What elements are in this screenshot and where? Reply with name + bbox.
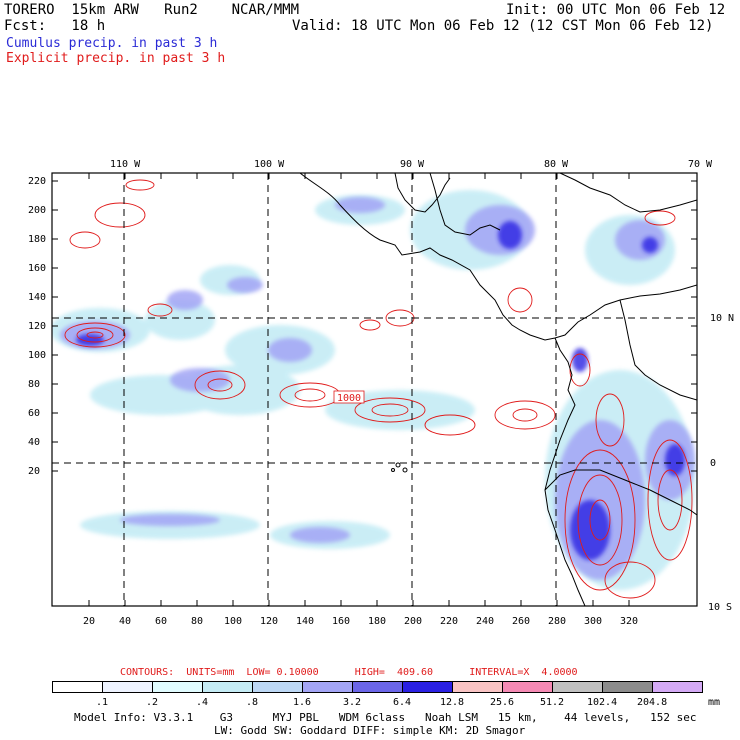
- colorbar-value: 12.8: [440, 697, 465, 708]
- lon-label-70w: 70 W: [688, 159, 713, 170]
- lon-label-90w: 90 W: [400, 159, 425, 170]
- forecast-hour: Fcst: 18 h: [4, 18, 106, 34]
- lat-label-0: 0: [710, 458, 717, 469]
- colorbar-swatch: [352, 681, 403, 693]
- x-tick-label: 240: [476, 616, 495, 627]
- x-tick-label: 220: [440, 616, 459, 627]
- colorbar-units: mm: [708, 697, 721, 708]
- x-tick-label: 300: [584, 616, 603, 627]
- x-tick-label: 200: [404, 616, 423, 627]
- colorbar-swatch: [252, 681, 303, 693]
- y-tick-label: 220: [28, 176, 47, 187]
- x-tick-label: 100: [224, 616, 243, 627]
- colorbar-value: 204.8: [637, 697, 668, 708]
- colorbar-swatch: [52, 681, 103, 693]
- x-tick-label: 320: [620, 616, 639, 627]
- colorbar-swatch: [202, 681, 253, 693]
- init-time: Init: 00 UTC Mon 06 Feb 12: [506, 2, 726, 18]
- y-tick-label: 200: [28, 205, 47, 216]
- explicit-legend-line: Explicit precip. in past 3 h: [6, 51, 226, 66]
- y-tick-label: 140: [28, 292, 47, 303]
- colorbar-swatch: [102, 681, 153, 693]
- colorbar-swatch: [552, 681, 603, 693]
- valid-time: Valid: 18 UTC Mon 06 Feb 12 (12 CST Mon …: [292, 18, 714, 34]
- x-tick-label: 260: [512, 616, 531, 627]
- colorbar-value: 6.4: [393, 697, 412, 708]
- y-tick-label: 160: [28, 263, 47, 274]
- lon-label-110w: 110 W: [110, 159, 141, 170]
- model-title: TORERO 15km ARW Run2 NCAR/MMM: [4, 2, 300, 18]
- colorbar-value: .1: [96, 697, 109, 708]
- colorbar-swatch: [602, 681, 653, 693]
- y-tick-label: 20: [28, 466, 41, 477]
- precip-field: [52, 173, 697, 606]
- colorbar-swatch: [402, 681, 453, 693]
- colorbar-swatch: [452, 681, 503, 693]
- lat-label-10n: 10 N: [710, 313, 735, 324]
- colorbar-value: 102.4: [587, 697, 618, 708]
- lat-label-10s: 10 S: [708, 602, 733, 613]
- x-tick-label: 140: [296, 616, 315, 627]
- y-tick-label: 100: [28, 350, 47, 361]
- colorbar-value: 25.6: [490, 697, 515, 708]
- y-tick-label: 40: [28, 437, 41, 448]
- colorbar-value: .2: [146, 697, 159, 708]
- model-info: Model Info: V3.3.1 G3 MYJ PBL WDM 6class…: [74, 711, 697, 724]
- x-tick-label: 40: [119, 616, 132, 627]
- colorbar-swatch: [652, 681, 703, 693]
- colorbar-swatch: [502, 681, 553, 693]
- y-tick-label: 80: [28, 379, 41, 390]
- colorbar-value: .8: [246, 697, 259, 708]
- contours-info: CONTOURS: UNITS=mm LOW= 0.10000 HIGH= 40…: [120, 667, 578, 678]
- colorbar-value: .4: [196, 697, 209, 708]
- lon-label-100w: 100 W: [254, 159, 285, 170]
- y-tick-label: 60: [28, 408, 41, 419]
- colorbar-swatch: [302, 681, 353, 693]
- cumulus-legend-line: Cumulus precip. in past 3 h: [6, 36, 218, 51]
- y-tick-label: 120: [28, 321, 47, 332]
- lon-label-80w: 80 W: [544, 159, 569, 170]
- colorbar-value: 51.2: [540, 697, 565, 708]
- physics-info: LW: Godd SW: Goddard DIFF: simple KM: 2D…: [214, 724, 526, 737]
- plot-frame: [51, 172, 698, 607]
- x-tick-label: 280: [548, 616, 567, 627]
- x-tick-label: 180: [368, 616, 387, 627]
- y-tick-label: 180: [28, 234, 47, 245]
- colorbar-value: 3.2: [343, 697, 362, 708]
- contour-label: 1000: [337, 393, 361, 404]
- colorbar-value: 1.6: [293, 697, 312, 708]
- x-tick-label: 20: [83, 616, 96, 627]
- colorbar-swatch: [152, 681, 203, 693]
- colorbar: [52, 681, 703, 693]
- x-tick-label: 160: [332, 616, 351, 627]
- x-tick-label: 60: [155, 616, 168, 627]
- grid-lines: [52, 173, 697, 606]
- x-tick-label: 120: [260, 616, 279, 627]
- x-tick-label: 80: [191, 616, 204, 627]
